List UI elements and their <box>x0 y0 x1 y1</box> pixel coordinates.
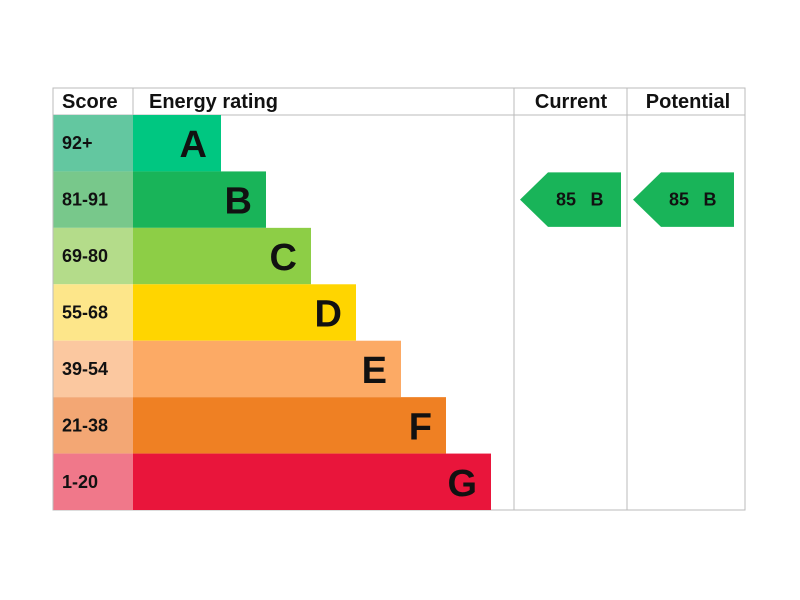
score-cell <box>53 284 133 341</box>
rating-letter: D <box>315 294 342 336</box>
score-label: 39-54 <box>62 359 108 379</box>
score-cell <box>53 115 133 172</box>
header-potential: Potential <box>646 91 730 113</box>
score-label: 1-20 <box>62 472 98 492</box>
rating-letter: A <box>180 124 207 166</box>
score-label: 69-80 <box>62 246 108 266</box>
rating-bar <box>133 397 446 454</box>
rating-letter: B <box>225 181 252 223</box>
score-cell <box>53 227 133 285</box>
score-cell <box>53 453 133 510</box>
rating-bar <box>133 453 491 510</box>
score-label: 81-91 <box>62 190 108 210</box>
rating-letter: G <box>447 463 477 505</box>
header-rating: Energy rating <box>149 91 278 113</box>
rating-letter: E <box>362 350 387 392</box>
score-cell <box>53 340 133 398</box>
score-cell <box>53 171 133 228</box>
score-label: 21-38 <box>62 415 108 435</box>
rating-bar <box>133 340 401 398</box>
potential-arrow <box>633 172 734 227</box>
score-cell <box>53 397 133 454</box>
potential-letter: B <box>704 190 717 210</box>
header-current: Current <box>535 91 608 113</box>
score-label: 92+ <box>62 133 93 153</box>
rating-bar <box>133 284 356 341</box>
current-letter: B <box>591 190 604 210</box>
header-score: Score <box>62 91 118 113</box>
rating-letter: C <box>270 237 297 279</box>
potential-score: 85 <box>669 190 689 210</box>
current-score: 85 <box>556 190 576 210</box>
current-arrow <box>520 172 621 227</box>
rating-letter: F <box>409 406 432 448</box>
rating-bar <box>133 115 221 172</box>
rating-bar <box>133 227 311 285</box>
rating-bar <box>133 171 266 228</box>
score-label: 55-68 <box>62 303 108 323</box>
